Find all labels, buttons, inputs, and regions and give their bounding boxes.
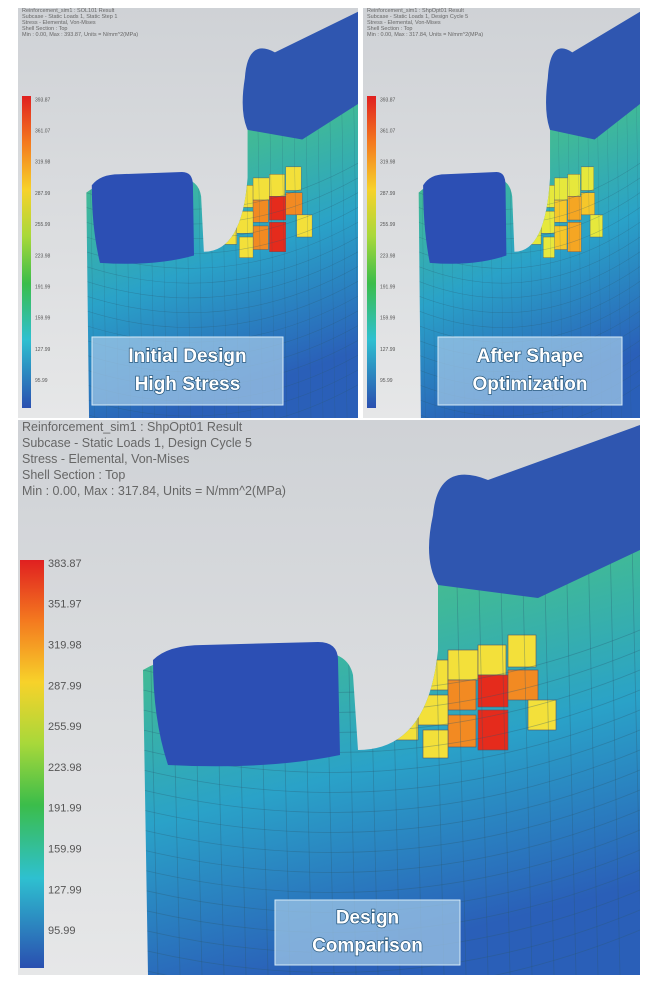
stress-cell: [286, 193, 302, 215]
result-header: Min : 0.00, Max : 317.84, Units = N/mm^2…: [22, 484, 286, 498]
legend-bar: [20, 560, 44, 968]
legend-label: 191.99: [35, 285, 51, 291]
stress-cell: [239, 237, 253, 258]
legend-bar: [22, 96, 31, 408]
caption-text: Comparison: [312, 936, 423, 957]
stress-cell: [568, 174, 580, 196]
stress-cell: [253, 200, 268, 222]
legend-label: 319.98: [35, 160, 51, 166]
legend-label: 287.99: [35, 191, 51, 197]
legend-label: 159.99: [380, 316, 396, 322]
legend-label: 393.87: [380, 97, 396, 103]
left-tab: [153, 642, 340, 766]
stress-cell: [590, 215, 602, 237]
result-header: Reinforcement_sim1 : ShpOpt01 Result: [22, 420, 243, 434]
stress-cell: [543, 237, 554, 258]
legend-label: 223.98: [48, 762, 82, 774]
stress-cell: [528, 700, 556, 730]
legend-label: 383.87: [48, 558, 82, 570]
legend-label: 191.99: [380, 285, 396, 291]
legend-label: 95.99: [380, 378, 393, 384]
stress-cell: [581, 167, 593, 191]
stress-cell: [448, 680, 476, 710]
stress-cell: [448, 650, 478, 680]
stress-cell: [581, 193, 594, 215]
result-header: Min : 0.00, Max : 317.84, Units = N/mm^2…: [367, 32, 483, 38]
caption-text: High Stress: [135, 374, 241, 395]
legend-label: 255.99: [35, 222, 51, 228]
stress-cell: [269, 174, 284, 196]
legend-label: 159.99: [48, 844, 82, 856]
caption-text: Initial Design: [128, 346, 246, 367]
legend-label: 95.99: [48, 925, 76, 937]
legend-label: 223.98: [35, 253, 51, 259]
caption-text: After Shape: [477, 346, 584, 367]
screen: Reinforcement_sim1 : ShpOpt01 Result Subc…: [18, 420, 640, 975]
result-header: Min : 0.00, Max : 393.87, Units = N/mm^2…: [22, 32, 138, 38]
legend-label: 255.99: [48, 721, 82, 733]
legend-label: 361.07: [35, 129, 51, 135]
legend-label: 287.99: [48, 680, 82, 692]
screen: Reinforcement_sim1 : ShpOpt01 ResultSubc…: [363, 8, 640, 418]
legend-bar: [367, 96, 376, 408]
stress-cell: [253, 178, 269, 200]
legend-label: 159.99: [35, 316, 51, 322]
stress-cell: [508, 635, 536, 667]
legend-label: 361.07: [380, 129, 396, 135]
caption-text: Optimization: [472, 374, 587, 395]
legend-label: 127.99: [35, 347, 51, 353]
stress-cell: [423, 730, 448, 758]
stress-cell: [508, 670, 538, 700]
page: Reinforcement_sim1 : SOL101 ResultSubcas…: [0, 0, 646, 981]
legend-label: 255.99: [380, 222, 396, 228]
stress-cell: [554, 178, 567, 200]
caption-text: Design: [336, 908, 399, 929]
legend-label: 191.99: [48, 803, 82, 815]
result-header: Shell Section : Top: [22, 468, 125, 482]
result-header: Subcase - Static Loads 1, Design Cycle 5: [22, 436, 252, 450]
stress-cell: [286, 167, 301, 191]
legend-label: 393.87: [35, 97, 51, 103]
legend-label: 351.97: [48, 599, 82, 611]
legend-label: 127.99: [48, 884, 82, 896]
left-tab: [92, 172, 194, 264]
stress-cell: [478, 645, 506, 675]
panel-initial: Reinforcement_sim1 : SOL101 ResultSubcas…: [18, 8, 358, 418]
result-header: Stress - Elemental, Von-Mises: [22, 452, 189, 466]
screen: Reinforcement_sim1 : SOL101 ResultSubcas…: [18, 8, 358, 418]
legend-label: 95.99: [35, 378, 48, 384]
left-tab: [423, 172, 506, 264]
legend-label: 223.98: [380, 253, 396, 259]
legend-label: 319.98: [48, 640, 82, 652]
stress-cell: [297, 215, 312, 237]
legend-label: 319.98: [380, 160, 396, 166]
legend-label: 127.99: [380, 347, 396, 353]
panel-comparison: Reinforcement_sim1 : ShpOpt01 Result Subc…: [18, 420, 640, 975]
legend-label: 287.99: [380, 191, 396, 197]
stress-cell: [554, 200, 566, 222]
